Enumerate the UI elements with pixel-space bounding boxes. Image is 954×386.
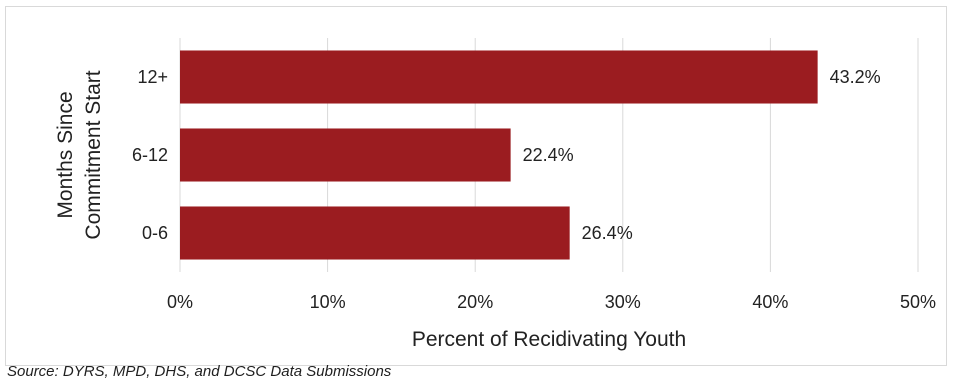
x-axis-title: Percent of Recidivating Youth (412, 328, 686, 351)
x-tick-label: 20% (457, 292, 493, 312)
y-tick-label: 0-6 (142, 223, 168, 243)
labels: 0% 10% 20% 30% 40% 50% 12+ 43.2% 6-12 22.4% 0-6 26.… (132, 67, 936, 312)
data-label: 26.4% (582, 223, 633, 243)
x-tick-label: 50% (900, 292, 936, 312)
bars (180, 50, 818, 260)
x-tick-label: 40% (752, 292, 788, 312)
y-tick-label: 6-12 (132, 145, 168, 165)
x-tick-label: 10% (310, 292, 346, 312)
y-axis-title-line-2: Commitment Start (82, 70, 105, 239)
x-tick-label: 30% (605, 292, 641, 312)
x-tick-label: 0% (167, 292, 193, 312)
bar (180, 50, 818, 104)
data-label: 22.4% (523, 145, 574, 165)
bar (180, 128, 511, 182)
y-tick-label: 12+ (137, 67, 168, 87)
bar (180, 206, 570, 260)
source-note: Source: DYRS, MPD, DHS, and DCSC Data Su… (7, 363, 392, 380)
data-label: 43.2% (830, 67, 881, 87)
chart-frame (5, 6, 947, 366)
y-axis-title-line-1: Months Since (54, 91, 77, 218)
